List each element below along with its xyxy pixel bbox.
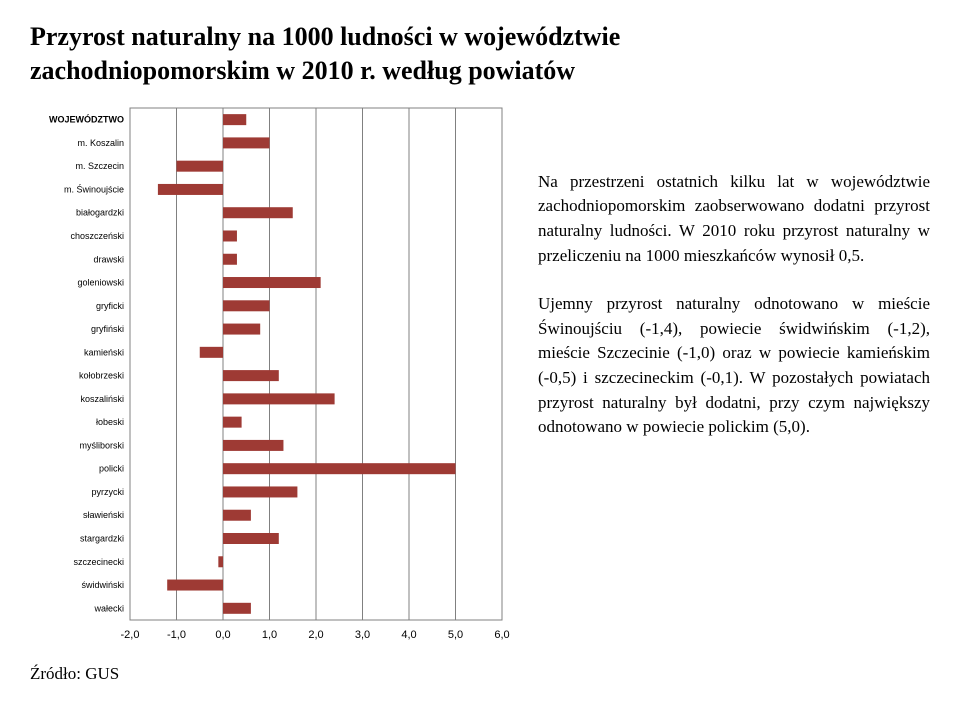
svg-text:wałecki: wałecki <box>93 603 124 613</box>
svg-text:5,0: 5,0 <box>448 629 463 641</box>
svg-text:kołobrzeski: kołobrzeski <box>79 370 124 380</box>
svg-text:białogardzki: białogardzki <box>76 207 124 217</box>
svg-text:goleniowski: goleniowski <box>77 277 124 287</box>
source-label: Źródło: GUS <box>30 664 930 684</box>
svg-text:choszczeński: choszczeński <box>70 231 124 241</box>
svg-text:6,0: 6,0 <box>494 629 509 641</box>
svg-text:-2,0: -2,0 <box>121 629 140 641</box>
svg-text:myśliborski: myśliborski <box>79 440 124 450</box>
bar-chart: -2,0 -1,0 0,0 1,0 2,0 3,0 4,0 5,0 6,0 WOJEWÓDZTWO… <box>30 100 510 656</box>
paragraph-2: Ujemny przyrost naturalny odnotowano w m… <box>538 292 930 440</box>
svg-text:2,0: 2,0 <box>308 629 323 641</box>
paragraph-1: Na przestrzeni ostatnich kilku lat w woj… <box>538 170 930 269</box>
svg-text:m. Świnoujście: m. Świnoujście <box>64 183 124 194</box>
svg-text:m. Szczecin: m. Szczecin <box>75 161 124 171</box>
svg-text:kamieński: kamieński <box>84 347 124 357</box>
page-title: Przyrost naturalny na 1000 ludności w wo… <box>30 20 930 88</box>
svg-text:łobeski: łobeski <box>96 417 124 427</box>
svg-text:m. Koszalin: m. Koszalin <box>77 137 124 147</box>
svg-text:stargardzki: stargardzki <box>80 533 124 543</box>
svg-text:0,0: 0,0 <box>215 629 230 641</box>
title-line2: zachodniopomorskim w 2010 r. według powi… <box>30 56 575 85</box>
svg-text:1,0: 1,0 <box>262 629 277 641</box>
svg-text:4,0: 4,0 <box>401 629 416 641</box>
svg-text:WOJEWÓDZTWO: WOJEWÓDZTWO <box>49 113 124 124</box>
svg-text:policki: policki <box>99 463 124 473</box>
svg-text:szczecinecki: szczecinecki <box>73 556 124 566</box>
svg-text:pyrzycki: pyrzycki <box>91 487 124 497</box>
chart-container: -2,0 -1,0 0,0 1,0 2,0 3,0 4,0 5,0 6,0 WOJEWÓDZTWO… <box>30 100 510 656</box>
svg-text:-1,0: -1,0 <box>167 629 186 641</box>
main-layout: -2,0 -1,0 0,0 1,0 2,0 3,0 4,0 5,0 6,0 WOJEWÓDZTWO… <box>30 100 930 656</box>
svg-text:gryfiński: gryfiński <box>91 324 124 334</box>
body-text: Na przestrzeni ostatnich kilku lat w woj… <box>538 100 930 464</box>
svg-text:gryficki: gryficki <box>96 300 124 310</box>
svg-text:drawski: drawski <box>93 254 124 264</box>
svg-text:3,0: 3,0 <box>355 629 370 641</box>
svg-text:świdwiński: świdwiński <box>81 580 124 590</box>
svg-text:sławieński: sławieński <box>83 510 124 520</box>
svg-text:koszaliński: koszaliński <box>80 393 124 403</box>
title-line1: Przyrost naturalny na 1000 ludności w wo… <box>30 22 620 51</box>
